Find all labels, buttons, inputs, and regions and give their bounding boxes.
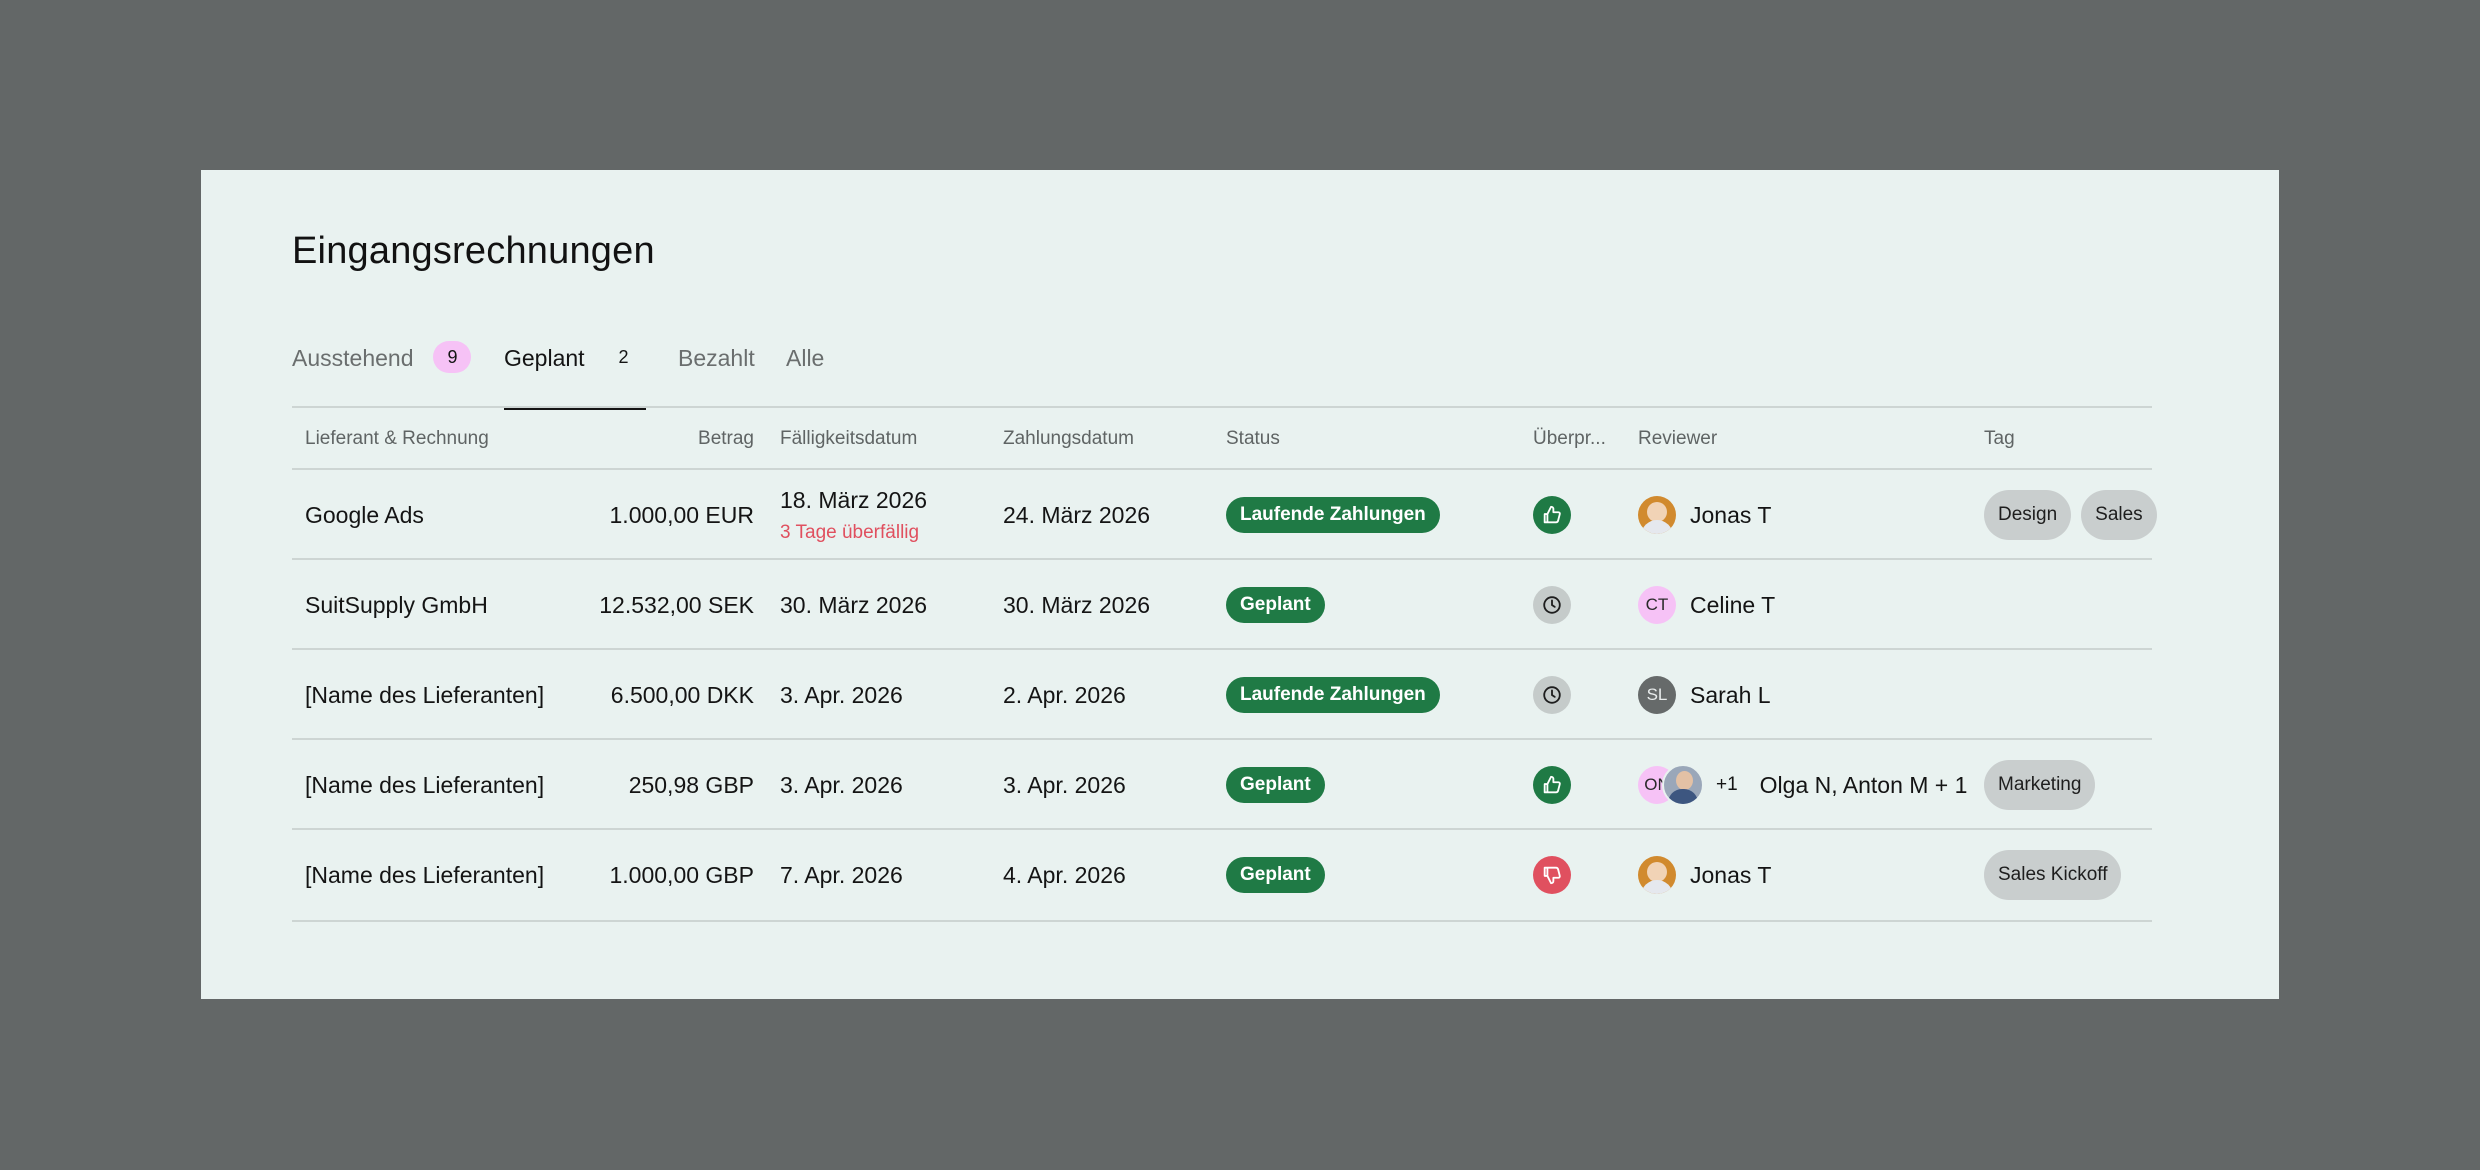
count-badge: 2 [618,347,629,367]
table-row[interactable]: Google Ads 1.000,00 EUR 18. März 2026 3 … [292,468,2157,560]
count-badge: 9 [433,341,472,373]
status-cell: Geplant [1226,560,1325,650]
due-date: 3. Apr. 2026 [780,681,903,708]
tab-label: Alle [786,345,825,371]
status-cell: Geplant [1226,830,1325,920]
overdue-label: 3 Tage überfällig [780,521,920,543]
payment-date: 30. März 2026 [1003,591,1151,618]
column-header-review[interactable]: Überpr... [1533,428,1606,449]
column-header-payment[interactable]: Zahlungsdatum [1003,428,1134,449]
invoices-panel: Eingangsrechnungen Ausstehend 9 Geplant … [201,170,2279,999]
tab-label: Geplant [504,345,585,371]
tag-cell: Sales Kickoff [1984,830,2131,920]
thumbs-down-icon [1533,856,1571,894]
reviewer-name: Celine T [1690,591,1776,618]
due-date: 7. Apr. 2026 [780,861,903,888]
payment-date: 2. Apr. 2026 [1003,681,1126,708]
status-cell: Geplant [1226,740,1325,830]
status-badge: Geplant [1226,857,1325,893]
tab-label: Ausstehend [292,345,414,371]
column-header-tag[interactable]: Tag [1984,428,2015,449]
tag-chip[interactable]: Design [1984,490,2072,540]
status-badge: Geplant [1226,587,1325,623]
review-cell [1533,740,1571,830]
divider [292,406,2152,408]
thumbs-up-icon [1533,496,1571,534]
tab-label: Bezahlt [678,345,755,371]
review-cell [1533,650,1571,740]
status-badge: Geplant [1226,767,1325,803]
table-row[interactable]: [Name des Lieferanten] 250,98 GBP 3. Apr… [292,738,2152,830]
status-badge: Laufende Zahlungen [1226,497,1440,533]
amount: 1.000,00 EUR [609,501,754,528]
avatar: CT [1638,586,1676,624]
vendor-name: [Name des Lieferanten] [305,771,545,798]
tag-chip[interactable]: Sales Kickoff [1984,850,2122,900]
tab-bar: Ausstehend 9 Geplant 2 Bezahlt Alle [292,338,2152,410]
status-cell: Laufende Zahlungen [1226,470,1440,560]
tag-cell: Design Sales [1984,470,2167,560]
reviewer-name: Jonas T [1690,501,1772,528]
vendor-name: SuitSupply GmbH [305,591,488,618]
amount: 250,98 GBP [628,771,754,798]
column-header-due[interactable]: Fälligkeitsdatum [780,428,918,449]
amount: 1.000,00 GBP [609,861,755,888]
review-cell [1533,560,1571,650]
tab-ausstehend[interactable]: Ausstehend 9 [292,338,477,408]
column-header-amount[interactable]: Betrag [698,428,754,449]
review-cell [1533,470,1571,560]
reviewer-name: Sarah L [1690,681,1771,708]
reviewer-name: Jonas T [1690,861,1772,888]
vendor-name: [Name des Lieferanten] [305,861,545,888]
clock-icon [1533,676,1571,714]
payment-date: 24. März 2026 [1003,501,1151,528]
column-header-reviewer[interactable]: Reviewer [1638,428,1718,449]
table-row[interactable]: [Name des Lieferanten] 1.000,00 GBP 7. A… [292,828,2152,922]
tag-chip[interactable]: Marketing [1984,760,2096,810]
amount: 12.532,00 SEK [599,591,754,618]
payment-date: 4. Apr. 2026 [1003,861,1126,888]
status-badge: Laufende Zahlungen [1226,677,1440,713]
due-date-cell: 18. März 2026 3 Tage überfällig [780,470,927,560]
vendor-name: Google Ads [305,501,424,528]
due-date: 30. März 2026 [780,591,928,618]
thumbs-up-icon [1533,766,1571,804]
tab-geplant[interactable]: Geplant 2 [504,338,646,410]
reviewer-cell: Jonas T [1638,470,1771,560]
column-header-vendor[interactable]: Lieferant & Rechnung [305,428,489,449]
reviewer-cell: Jonas T [1638,830,1771,920]
table-row[interactable]: [Name des Lieferanten] 6.500,00 DKK 3. A… [292,648,2152,740]
tag-cell: Marketing [1984,740,2105,830]
due-date: 18. März 2026 [780,486,928,513]
tab-bezahlt[interactable]: Bezahlt [678,338,758,408]
vendor-name: [Name des Lieferanten] [305,681,545,708]
review-cell [1533,830,1571,920]
tag-chip[interactable]: Sales [2081,490,2157,540]
table-row[interactable]: SuitSupply GmbH 12.532,00 SEK 30. März 2… [292,558,2152,650]
payment-date: 3. Apr. 2026 [1003,771,1126,798]
reviewer-cell: SL Sarah L [1638,650,1771,740]
column-header-status[interactable]: Status [1226,428,1280,449]
tab-alle[interactable]: Alle [786,338,836,408]
clock-icon [1533,586,1571,624]
status-cell: Laufende Zahlungen [1226,650,1440,740]
reviewer-name: Olga N, Anton M + 1 we [1759,771,1973,798]
amount: 6.500,00 DKK [610,681,754,708]
reviewer-cell: CT Celine T [1638,560,1775,650]
avatar-group: ON +1 [1638,764,1738,806]
reviewer-cell: ON +1 Olga N, Anton M + 1 we [1638,740,1973,830]
avatar [1638,496,1676,534]
avatar: SL [1638,676,1676,714]
due-date: 3. Apr. 2026 [780,771,903,798]
more-reviewers-count: +1 [1716,774,1738,795]
avatar [1662,764,1704,806]
table-header: Lieferant & Rechnung Betrag Fälligkeitsd… [292,408,2152,470]
page-title: Eingangsrechnungen [292,230,655,272]
avatar [1638,856,1676,894]
